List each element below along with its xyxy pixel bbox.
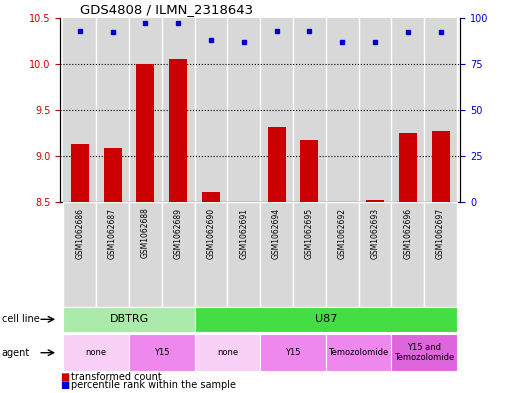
Text: GSM1062690: GSM1062690 [207,208,215,259]
Text: Y15 and
Temozolomide: Y15 and Temozolomide [394,343,454,362]
Text: GSM1062696: GSM1062696 [403,208,412,259]
Bar [129,202,162,307]
Bar [326,18,359,202]
Bar [228,18,260,202]
Bar [260,18,293,202]
Text: Temozolomide: Temozolomide [328,348,389,357]
Bar [391,202,424,307]
Text: GSM1062686: GSM1062686 [75,208,84,259]
Bar [195,202,228,307]
Bar [431,131,450,202]
Bar [293,18,326,202]
Bar [63,202,96,307]
Bar [162,18,195,202]
Bar [399,133,417,202]
Text: GSM1062693: GSM1062693 [370,208,380,259]
Bar [326,202,359,307]
Text: GSM1062691: GSM1062691 [240,208,248,259]
Bar [63,307,195,332]
Bar [260,202,293,307]
Text: percentile rank within the sample: percentile rank within the sample [71,380,235,390]
Text: GSM1062694: GSM1062694 [272,208,281,259]
Text: Y15: Y15 [154,348,169,357]
Bar [71,144,89,202]
Bar [195,307,457,332]
Bar [96,202,129,307]
Text: GDS4808 / ILMN_2318643: GDS4808 / ILMN_2318643 [80,4,253,17]
Bar [202,192,220,202]
Bar [104,148,122,202]
Bar [162,202,195,307]
Text: GSM1062689: GSM1062689 [174,208,183,259]
Bar [366,200,384,202]
Bar [424,202,457,307]
Bar [96,18,129,202]
Bar [169,59,187,202]
Text: ■: ■ [60,372,70,382]
Text: ■: ■ [60,380,70,390]
Bar [260,334,326,371]
Text: GSM1062697: GSM1062697 [436,208,445,259]
Bar [300,140,319,202]
Text: GSM1062687: GSM1062687 [108,208,117,259]
Bar [63,18,96,202]
Bar [63,334,129,371]
Text: GSM1062692: GSM1062692 [338,208,347,259]
Bar [268,127,286,202]
Bar [424,18,457,202]
Bar [359,202,391,307]
Text: none: none [86,348,107,357]
Text: U87: U87 [315,314,337,324]
Bar [326,334,391,371]
Bar [195,334,260,371]
Text: GSM1062695: GSM1062695 [305,208,314,259]
Text: DBTRG: DBTRG [109,314,149,324]
Text: GSM1062688: GSM1062688 [141,208,150,259]
Bar [391,334,457,371]
Text: agent: agent [2,348,30,358]
Text: transformed count: transformed count [71,372,162,382]
Bar [129,334,195,371]
Bar [293,202,326,307]
Bar [137,64,154,202]
Bar [359,18,391,202]
Bar [391,18,424,202]
Text: cell line: cell line [2,314,39,324]
Bar [129,18,162,202]
Bar [195,18,228,202]
Text: none: none [217,348,238,357]
Text: Y15: Y15 [285,348,301,357]
Bar [228,202,260,307]
